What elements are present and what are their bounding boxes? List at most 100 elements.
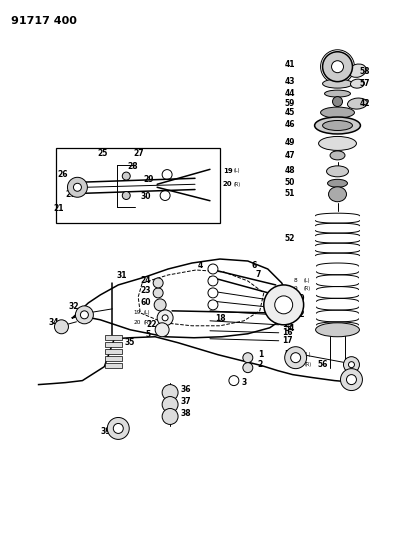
Text: 7: 7 <box>256 270 261 279</box>
Ellipse shape <box>320 107 355 118</box>
Text: 27: 27 <box>65 190 76 199</box>
Text: (L): (L) <box>304 352 311 357</box>
Circle shape <box>208 288 218 298</box>
Text: 16: 16 <box>282 328 292 337</box>
Text: 3: 3 <box>242 378 247 387</box>
Text: 5: 5 <box>145 330 150 340</box>
Text: 27: 27 <box>133 149 144 158</box>
Text: 32: 32 <box>68 302 79 311</box>
Circle shape <box>275 296 293 314</box>
Text: 9: 9 <box>294 286 297 292</box>
Text: 30: 30 <box>140 192 151 201</box>
Text: 58: 58 <box>359 67 370 76</box>
Text: 26: 26 <box>57 170 68 179</box>
Text: 19: 19 <box>133 310 140 316</box>
Circle shape <box>67 177 88 197</box>
Circle shape <box>162 385 178 400</box>
Ellipse shape <box>322 120 353 131</box>
Circle shape <box>347 375 357 385</box>
Circle shape <box>349 362 355 368</box>
Text: 1: 1 <box>258 350 263 359</box>
Bar <box>105 342 122 347</box>
Text: 53: 53 <box>285 290 295 300</box>
Circle shape <box>285 347 306 369</box>
Circle shape <box>113 423 123 433</box>
Text: 40: 40 <box>347 375 358 384</box>
Bar <box>105 335 122 340</box>
Circle shape <box>208 264 218 274</box>
Text: 13: 13 <box>295 352 302 357</box>
Text: 37: 37 <box>180 397 191 406</box>
Ellipse shape <box>316 323 359 337</box>
Ellipse shape <box>328 187 347 201</box>
Bar <box>105 362 122 368</box>
Text: 2: 2 <box>258 360 263 369</box>
Text: 17: 17 <box>282 336 293 345</box>
Ellipse shape <box>318 136 357 150</box>
Text: 35: 35 <box>124 338 135 347</box>
Circle shape <box>291 353 300 362</box>
Ellipse shape <box>347 98 367 109</box>
Circle shape <box>208 300 218 310</box>
Circle shape <box>107 417 129 439</box>
Text: 56: 56 <box>318 360 328 369</box>
Bar <box>105 356 122 361</box>
Circle shape <box>74 183 82 191</box>
Circle shape <box>243 353 253 362</box>
Text: 23: 23 <box>140 286 151 295</box>
Text: 15: 15 <box>282 320 292 329</box>
Circle shape <box>322 52 353 82</box>
Text: (L): (L) <box>234 168 240 173</box>
Circle shape <box>162 397 178 413</box>
Text: 52: 52 <box>285 233 295 243</box>
Text: 48: 48 <box>285 166 295 175</box>
Text: 10: 10 <box>294 294 304 303</box>
Text: 6: 6 <box>252 261 257 270</box>
Text: 20: 20 <box>133 320 141 325</box>
Circle shape <box>264 285 304 325</box>
Text: 11: 11 <box>294 302 304 311</box>
Text: 60: 60 <box>140 298 151 308</box>
Text: 91717 400: 91717 400 <box>11 16 76 26</box>
Ellipse shape <box>322 79 353 88</box>
Text: (L): (L) <box>143 310 150 316</box>
Text: 57: 57 <box>359 79 370 88</box>
Ellipse shape <box>351 79 365 88</box>
Text: 8: 8 <box>294 278 297 284</box>
Circle shape <box>343 357 359 373</box>
Circle shape <box>153 288 163 298</box>
Ellipse shape <box>328 179 347 187</box>
Circle shape <box>162 408 178 424</box>
Text: 38: 38 <box>180 409 191 418</box>
Text: (R): (R) <box>143 320 150 325</box>
Circle shape <box>55 320 68 334</box>
Text: 49: 49 <box>285 138 295 147</box>
Ellipse shape <box>326 166 349 177</box>
Text: 45: 45 <box>285 108 295 117</box>
Circle shape <box>155 323 169 337</box>
Text: 24: 24 <box>140 277 151 286</box>
Text: (R): (R) <box>234 182 241 187</box>
Text: 46: 46 <box>285 120 295 129</box>
Text: 22: 22 <box>146 320 157 329</box>
Text: 19: 19 <box>223 168 233 174</box>
Text: 21: 21 <box>53 204 64 213</box>
Text: 41: 41 <box>285 60 295 69</box>
Text: 54: 54 <box>285 324 295 333</box>
Text: 42: 42 <box>359 99 370 108</box>
Bar <box>105 349 122 354</box>
Circle shape <box>341 369 363 391</box>
Text: 39: 39 <box>100 427 111 436</box>
Text: 33: 33 <box>76 312 87 321</box>
Text: 44: 44 <box>285 89 295 98</box>
Ellipse shape <box>330 151 345 160</box>
Text: (L): (L) <box>304 278 310 284</box>
Circle shape <box>122 172 130 180</box>
Circle shape <box>153 278 163 288</box>
Text: (R): (R) <box>304 286 311 292</box>
Text: 25: 25 <box>98 149 108 158</box>
Text: 18: 18 <box>215 314 226 324</box>
Circle shape <box>162 315 168 321</box>
Ellipse shape <box>324 90 351 97</box>
Ellipse shape <box>314 117 361 134</box>
